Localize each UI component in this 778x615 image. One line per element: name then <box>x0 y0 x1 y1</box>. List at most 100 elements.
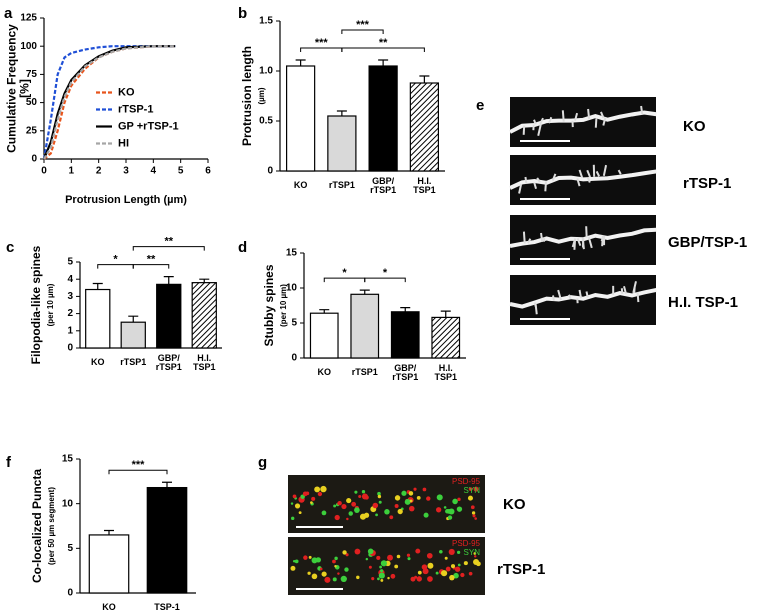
puncta <box>471 511 476 515</box>
puncta <box>334 556 338 561</box>
spine <box>522 125 526 135</box>
spine <box>578 169 584 179</box>
error-bar <box>92 282 103 290</box>
y-tick-label: 2 <box>67 308 73 319</box>
significance-bracket <box>132 264 170 269</box>
puncta <box>348 511 353 516</box>
spine <box>537 123 542 136</box>
puncta <box>290 502 294 505</box>
puncta <box>410 576 416 582</box>
y-axis-label: Cumulative Frequency [%] <box>4 24 31 153</box>
y-axis-unit: (µm) <box>257 87 266 104</box>
error-bar <box>400 307 411 312</box>
y-tick-label: 10 <box>286 283 298 294</box>
y-tick-label: 0 <box>267 166 273 177</box>
y-tick-label: 0 <box>67 343 73 354</box>
puncta <box>440 570 448 577</box>
puncta <box>457 563 461 567</box>
spine <box>574 112 579 121</box>
stain-label: SYN <box>464 548 481 557</box>
puncta <box>473 552 477 555</box>
puncta <box>303 555 308 560</box>
y-axis-unit: (per 50 µm segment) <box>47 487 56 565</box>
y-axis-unit: (per 10 µm) <box>279 284 288 327</box>
x-tick-label: H.I. TSP1 <box>413 175 436 195</box>
puncta <box>317 491 323 497</box>
significance-label: *** <box>315 37 329 49</box>
x-tick-label: KO <box>317 367 332 378</box>
spine <box>524 176 528 184</box>
puncta <box>463 561 468 566</box>
puncta <box>365 557 369 561</box>
spine <box>561 110 565 122</box>
puncta <box>377 491 381 496</box>
legend-label: KO <box>118 86 135 98</box>
puncta <box>298 511 302 515</box>
error-bar <box>419 75 430 83</box>
puncta <box>342 550 347 555</box>
y-tick-label: 0 <box>31 154 37 165</box>
x-tick-label: 5 <box>178 166 184 177</box>
spine <box>533 182 537 190</box>
bar <box>85 288 111 349</box>
puncta <box>470 505 475 510</box>
spine <box>636 292 640 303</box>
puncta <box>426 496 431 501</box>
stain-label: PSD-95 <box>452 477 481 486</box>
puncta <box>416 576 422 582</box>
significance-label: * <box>383 267 388 279</box>
y-tick-label: 5 <box>291 318 297 329</box>
significance-bracket <box>341 47 425 52</box>
spine <box>576 237 582 247</box>
x-tick-label: rTSP1 <box>328 180 355 191</box>
puncta <box>334 514 340 521</box>
puncta <box>363 512 370 518</box>
bar <box>120 321 146 349</box>
puncta <box>380 578 384 582</box>
x-tick-label-box: GBP/ rTSP1 <box>156 353 182 372</box>
image-panels: e KO rTSP-1 GBP/TSP-1 H.I. TSP-1 g KO rT… <box>258 97 747 595</box>
spine <box>544 181 547 192</box>
y-tick-label: 5 <box>67 257 73 268</box>
puncta <box>311 496 316 501</box>
puncta <box>426 552 433 559</box>
significance-label: ** <box>379 37 388 49</box>
puncta <box>341 503 347 510</box>
puncta <box>435 571 439 575</box>
y-tick-label: 0.5 <box>259 116 273 127</box>
puncta <box>371 577 375 581</box>
significance-bracket <box>132 246 205 251</box>
panel-letter: c <box>6 239 14 256</box>
spine <box>587 236 593 249</box>
puncta <box>358 494 362 499</box>
spine <box>533 119 537 125</box>
spine <box>617 169 622 175</box>
x-tick-label: KO <box>91 357 105 368</box>
puncta <box>292 559 296 563</box>
panel-letter: f <box>6 454 12 471</box>
y-axis-label: Filopodia-like spines <box>29 245 43 364</box>
puncta <box>443 506 447 509</box>
stain-label: PSD-95 <box>452 539 481 548</box>
bar <box>368 65 398 172</box>
x-tick-label-box: rTSP1 <box>352 368 378 377</box>
spine <box>518 183 523 194</box>
spine <box>595 170 601 177</box>
spine <box>620 288 624 295</box>
panel-letter: g <box>258 454 267 471</box>
puncta <box>407 557 411 561</box>
spine <box>632 281 637 294</box>
spine <box>576 178 581 187</box>
spine <box>586 169 592 178</box>
panel-letter: d <box>238 239 247 256</box>
puncta <box>377 494 382 499</box>
bar <box>156 283 182 349</box>
puncta <box>294 503 301 509</box>
spine <box>552 295 555 301</box>
x-tick-label: KO <box>293 180 308 191</box>
y-axis-label: Co-localized Puncta <box>30 469 44 583</box>
puncta <box>449 574 455 581</box>
y-tick-label: 0 <box>67 588 73 599</box>
significance-label: *** <box>132 459 146 471</box>
x-tick-label: TSP-1 <box>154 602 180 613</box>
